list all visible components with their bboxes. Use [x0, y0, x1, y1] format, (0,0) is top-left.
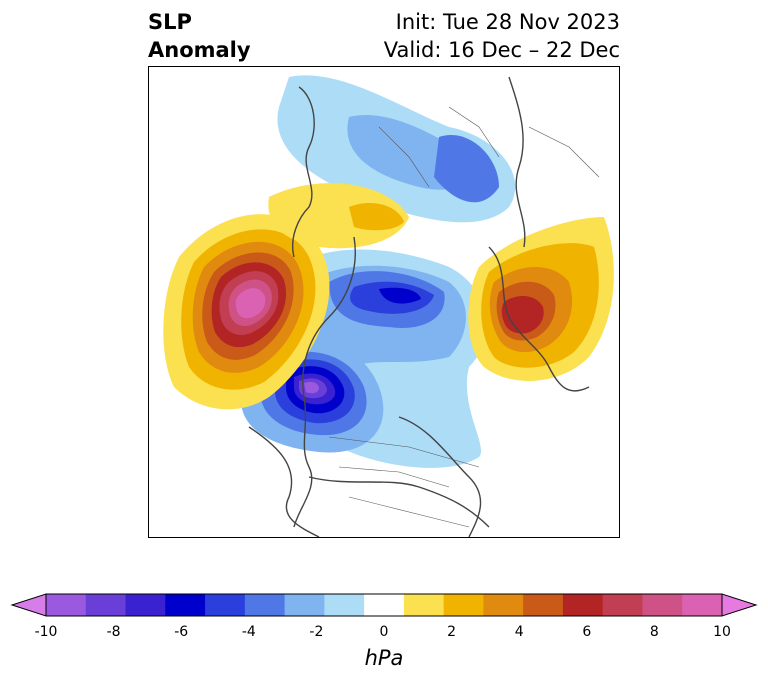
colorbar-tick-label: -8 [106, 624, 121, 640]
colorbar-cell [562, 594, 604, 616]
anomaly-map [163, 75, 614, 537]
colorbar-cell [125, 594, 166, 616]
colorbar-tick-label: 10 [713, 624, 731, 640]
map-panel [148, 66, 620, 538]
colorbar-max-extend [721, 593, 758, 617]
colorbar-cell [682, 594, 723, 616]
colorbar-tick-label: 4 [514, 624, 524, 640]
colorbar-tick-label: -6 [174, 624, 189, 640]
colorbar-cell [443, 594, 484, 616]
colorbar-cell [244, 594, 286, 616]
colorbar-unit: hPa [364, 646, 404, 670]
colorbar-tick-label: -2 [309, 624, 324, 640]
colorbar-cell [523, 594, 564, 616]
colorbar-cell [324, 594, 365, 616]
colorbar-cell [46, 594, 87, 616]
colorbar-cell [602, 594, 643, 616]
positive-anomaly-siberia [268, 183, 409, 249]
title-variable: SLP Anomaly [148, 8, 251, 64]
positive-anomaly-pacific [163, 214, 330, 410]
colorbar-ticks: -10 -8 -6 -4 -2 0 2 4 6 8 10 [0, 624, 768, 644]
colorbar-tick-label: 6 [582, 624, 592, 640]
colorbar-cell [483, 594, 524, 616]
positive-anomaly-scandinavia [468, 217, 614, 381]
valid-range: Valid: 16 Dec – 22 Dec [383, 38, 620, 62]
colorbar-cell [205, 594, 246, 616]
coastlines [248, 76, 590, 537]
colorbar-min-extend [10, 593, 47, 617]
colorbar-cell [403, 594, 445, 616]
land-borders [328, 106, 600, 528]
colorbar [10, 593, 758, 617]
init-date: Init: Tue 28 Nov 2023 [395, 10, 620, 34]
colorbar-cell [642, 594, 683, 616]
colorbar-tick-label: -10 [34, 624, 58, 640]
colorbar-tick-label: 2 [447, 624, 457, 640]
colorbar-tick-label: 0 [379, 624, 389, 640]
colorbar-cell [85, 594, 127, 616]
title-dates: Init: Tue 28 Nov 2023 Valid: 16 Dec – 22… [384, 8, 620, 64]
colorbar-cell [165, 594, 206, 616]
title-variable-line2: Anomaly [148, 38, 251, 62]
colorbar-cell [284, 594, 325, 616]
colorbar-cell [364, 594, 405, 616]
title-variable-line1: SLP [148, 10, 192, 34]
colorbar-tick-label: -4 [241, 624, 256, 640]
colorbar-tick-label: 8 [649, 624, 659, 640]
